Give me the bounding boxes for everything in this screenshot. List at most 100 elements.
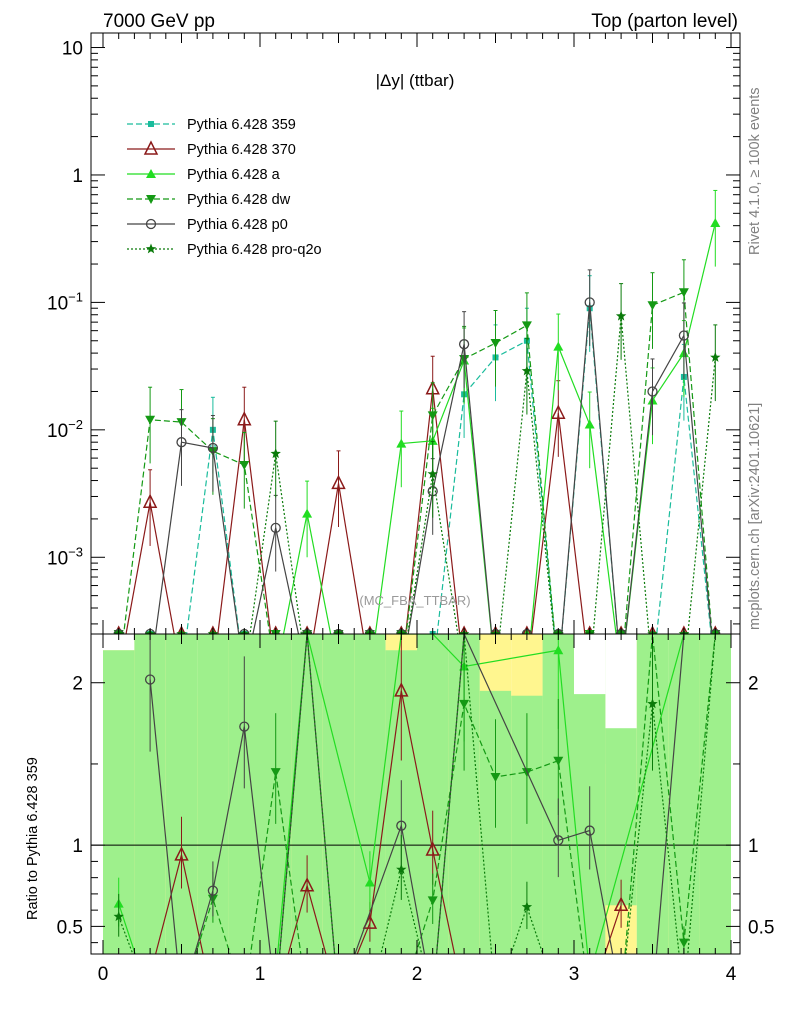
data-point [302, 508, 313, 518]
ratio-point [239, 721, 250, 732]
ratio-series-2 [195, 634, 716, 954]
ratio-ylabel: Ratio to Pythia 6.428 359 [25, 757, 41, 920]
ratio-point [613, 896, 629, 912]
ratio-y-tick-label-right: 1 [748, 836, 759, 857]
ratio-point [459, 699, 470, 709]
ratio-point [553, 835, 564, 846]
data-point [710, 351, 721, 362]
legend-label: Pythia 6.428 370 [187, 142, 296, 158]
ratio-y-tick-label: 0.5 [57, 917, 83, 938]
ratio-point [207, 885, 219, 896]
data-point [584, 419, 595, 429]
ratio-y-tick-label: 1 [72, 836, 83, 857]
ratio-y-tick-label-right: 0.5 [748, 917, 774, 938]
band-inner [699, 634, 731, 954]
plot-title: |Δy| (ttbar) [376, 71, 455, 90]
legend-label: Pythia 6.428 pro-q2o [187, 242, 322, 258]
data-point [458, 339, 470, 350]
header-left: 7000 GeV pp [103, 11, 215, 32]
ratio-y-tick-label: 2 [72, 674, 83, 695]
data-point [176, 437, 187, 448]
band-inner [668, 634, 700, 954]
legend-marker [143, 140, 159, 155]
data-point [396, 438, 407, 448]
ratio-line [195, 634, 716, 954]
legend-label: Pythia 6.428 359 [187, 117, 296, 133]
series-5 [113, 283, 721, 634]
data-point [647, 301, 658, 311]
ratio-point [396, 820, 407, 831]
ratio-point [490, 772, 501, 782]
data-point [207, 442, 219, 454]
ratio-point [364, 877, 375, 887]
watermark: (MC_FBA_TTBAR) [359, 593, 470, 608]
rivet-label: Rivet 4.1.0, ≥ 100k events [747, 87, 763, 255]
data-point [270, 522, 281, 534]
x-tick-label: 3 [569, 964, 580, 985]
x-tick-label: 2 [412, 964, 423, 985]
data-point [584, 297, 595, 308]
ratio-point [427, 896, 438, 906]
x-tick-label: 0 [98, 964, 109, 985]
data-point [522, 625, 532, 634]
header-right: Top (parton level) [591, 11, 738, 32]
legend-label: Pythia 6.428 a [187, 167, 281, 183]
data-point [145, 415, 156, 425]
data-point [237, 411, 252, 426]
y-tick-label: 10 [62, 39, 83, 60]
legend-label: Pythia 6.428 dw [187, 192, 291, 208]
band-inner [605, 728, 637, 906]
legend-marker [146, 195, 156, 204]
legend-label: Pythia 6.428 p0 [187, 217, 288, 233]
ratio-series-layer [113, 634, 716, 954]
y-tick-label: 10−2 [47, 417, 83, 442]
band-inner [322, 634, 355, 954]
ratio-frame [90, 633, 741, 955]
ratio-panel: 0.5 0.5 1 1 2 2 [57, 633, 774, 955]
data-point [142, 493, 158, 509]
ratio-point [425, 841, 440, 856]
ratio-point [113, 911, 124, 922]
series-line [154, 302, 713, 634]
legend-marker [146, 169, 156, 178]
data-point [615, 310, 627, 321]
ratio-point [299, 877, 315, 892]
ratio-point [678, 938, 689, 948]
y-tick-label: 1 [72, 166, 83, 187]
data-point [427, 411, 438, 421]
ratio-point [553, 756, 564, 766]
band-white [574, 634, 606, 695]
mcplots-label: mcplots.cern.ch [arXiv:2401.10621] [747, 403, 763, 630]
series-line [123, 291, 713, 634]
series-line [249, 316, 716, 634]
ratio-point [553, 645, 564, 655]
ratio-point [394, 682, 409, 697]
data-point [521, 365, 533, 376]
legend-marker [145, 218, 157, 230]
ratio-point [144, 674, 156, 685]
data-point [551, 404, 566, 419]
x-tick-label: 1 [255, 964, 266, 985]
data-point [521, 321, 532, 331]
series-line [125, 388, 586, 634]
ratio-clipped [113, 634, 716, 954]
data-point [427, 468, 438, 479]
x-tick-labels: 0 1 2 3 4 [98, 964, 737, 985]
data-point [710, 217, 721, 227]
ratio-y-tick-label-right: 2 [748, 674, 759, 695]
ratio-axis-ticks: 0.5 0.5 1 1 2 2 [57, 634, 774, 954]
data-point [678, 288, 689, 298]
data-point [331, 474, 346, 490]
legend-marker [148, 121, 154, 127]
y-tick-label: 10−1 [47, 289, 83, 314]
series-4 [113, 269, 721, 634]
series-line [282, 222, 716, 634]
data-point [647, 386, 658, 397]
ratio-point [521, 901, 533, 912]
data-point [270, 448, 281, 459]
ratio-point [647, 698, 658, 709]
series-3 [113, 259, 721, 634]
ratio-series-4 [113, 634, 716, 954]
ratio-point [396, 864, 407, 874]
